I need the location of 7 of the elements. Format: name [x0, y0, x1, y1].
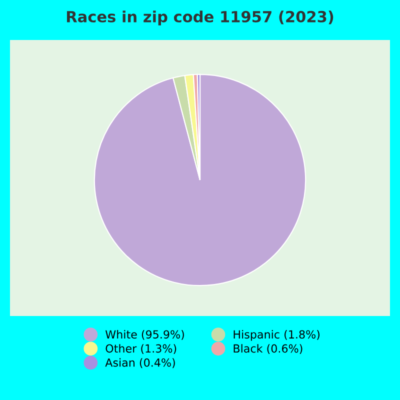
legend-label: Black (0.6%) [234, 344, 302, 354]
pie-slice [94, 74, 306, 286]
legend-label: Asian (0.4%) [105, 358, 175, 368]
chart-title: Races in zip code 11957 (2023) [66, 10, 334, 26]
legend-label: Hispanic (1.8%) [234, 330, 320, 341]
legend-label: Other (1.3%) [106, 344, 176, 354]
legend-label: White (95.9%) [105, 330, 184, 340]
